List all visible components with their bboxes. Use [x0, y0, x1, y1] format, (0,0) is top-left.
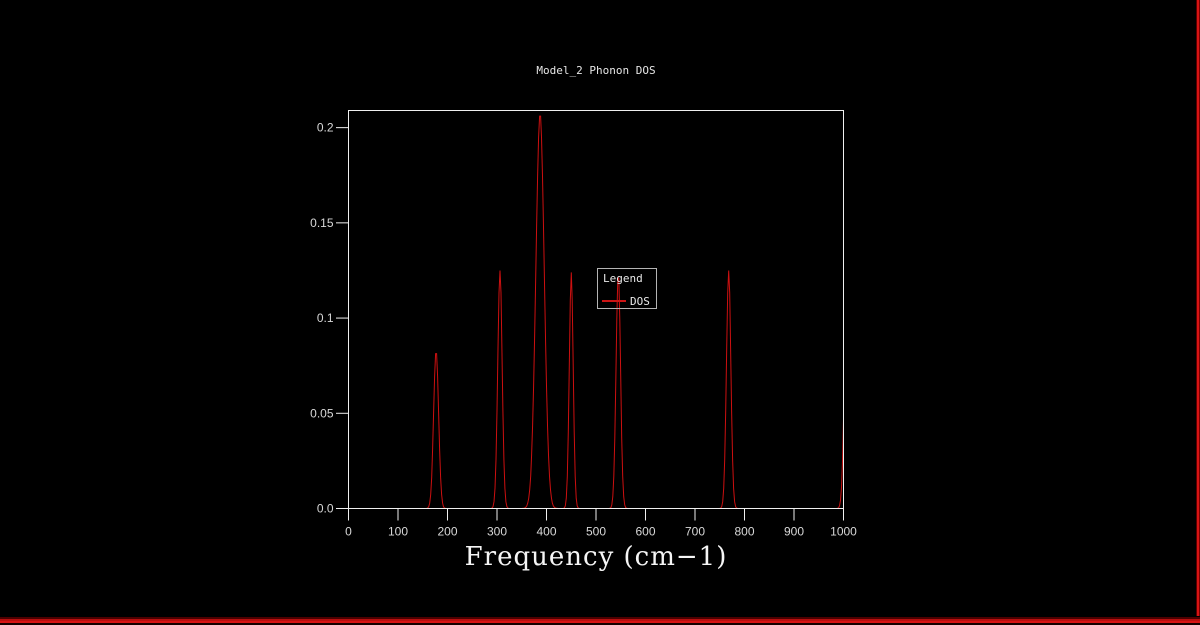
x-tick-label: 100 — [388, 525, 408, 539]
legend-line-sample-icon — [602, 300, 626, 302]
y-tick-label: 0.15 — [310, 216, 334, 230]
plot-frame — [348, 110, 844, 509]
x-tick-label: 300 — [487, 525, 507, 539]
y-tick-label: 0.0 — [317, 502, 334, 516]
window-border-bottom — [0, 616, 1200, 625]
y-tick-label: 0.2 — [317, 121, 334, 135]
x-tick-label: 200 — [437, 525, 457, 539]
legend-box: Legend DOS — [597, 268, 657, 309]
legend-entry-dos: DOS — [630, 295, 650, 308]
dos-curve — [348, 115, 844, 509]
x-tick-label: 1000 — [830, 525, 857, 539]
y-tick-label: 0.05 — [310, 406, 334, 420]
window-border-right — [1196, 0, 1200, 625]
x-tick-label: 800 — [734, 525, 754, 539]
x-tick-label: 900 — [784, 525, 804, 539]
x-axis-label: Frequency (cm−1) — [464, 542, 728, 572]
x-tick-label: 0 — [345, 525, 352, 539]
x-tick-label: 700 — [685, 525, 705, 539]
legend-title: Legend — [603, 272, 643, 285]
x-tick-label: 500 — [586, 525, 606, 539]
x-tick-label: 600 — [635, 525, 655, 539]
y-tick-label: 0.1 — [317, 311, 334, 325]
x-tick-label: 400 — [536, 525, 556, 539]
chart-title: Model_2 Phonon DOS — [536, 64, 656, 77]
